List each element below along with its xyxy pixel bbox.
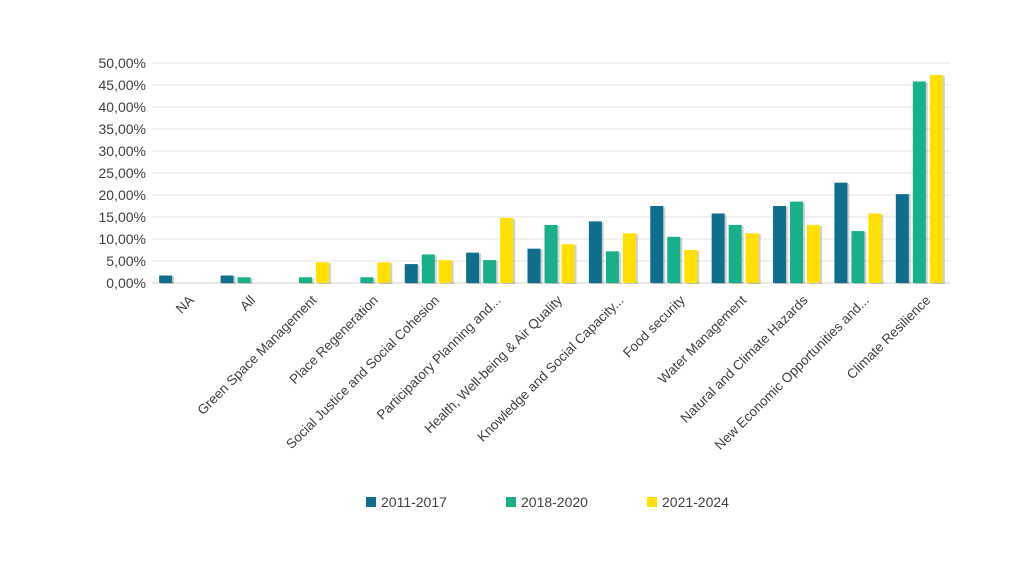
bar [912,81,926,283]
bar [773,206,787,283]
bar [298,277,312,283]
legend-swatch [366,497,376,507]
x-tick-label: Green Space Management [194,292,319,417]
y-tick-label: 10,00% [99,231,146,247]
bar [544,224,558,283]
bar [667,236,681,283]
bar [315,262,329,283]
bar [834,182,848,283]
y-tick-label: 30,00% [99,143,146,159]
y-tick-label: 15,00% [99,209,146,225]
bar [588,221,602,283]
y-tick-label: 50,00% [99,55,146,71]
y-tick-label: 35,00% [99,121,146,137]
bar [360,277,374,283]
bar [421,254,435,283]
bar [895,194,909,283]
legend: 2011-2017 2018-2020 2021-2024 [366,494,729,510]
legend-swatch [647,497,657,507]
y-tick-label: 40,00% [99,99,146,115]
gridlines [152,62,950,284]
bar [807,224,821,283]
x-tick-label: Participatory Planning and... [374,293,504,423]
bar [929,74,943,283]
bar [868,213,882,283]
bar [438,260,452,283]
y-tick-label: 5,00% [106,253,146,269]
y-tick-label: 25,00% [99,165,146,181]
bar [237,277,251,283]
bar [790,201,804,283]
x-tick-label: All [237,293,258,314]
legend-label: 2021-2024 [662,494,729,510]
bar [605,251,619,283]
x-tick-label: Food security [620,292,688,360]
bar [377,262,391,283]
y-axis-ticks: 0,00% 5,00% 10,00% 15,00% 20,00% 25,00% 30,00%… [99,55,146,291]
bar [483,260,497,283]
bar [220,275,234,283]
legend-swatch [506,497,516,507]
bar [745,233,759,283]
bar [711,213,725,283]
bar [728,224,742,283]
x-tick-label: NA [173,293,197,317]
legend-label: 2011-2017 [381,494,447,510]
y-tick-label: 45,00% [99,77,146,93]
x-tick-label: Natural and Climate Hazards [677,292,810,425]
bar [684,250,698,283]
legend-label: 2018-2020 [521,494,588,510]
bar [404,264,418,283]
bar [622,233,636,283]
y-tick-label: 20,00% [99,187,146,203]
bar [561,244,575,283]
bar [851,231,865,283]
bar [527,248,541,283]
y-tick-label: 0,00% [106,275,146,291]
bar [466,252,480,283]
bars [159,74,945,284]
bar [650,206,664,283]
bar [159,275,173,283]
bar [500,217,514,283]
